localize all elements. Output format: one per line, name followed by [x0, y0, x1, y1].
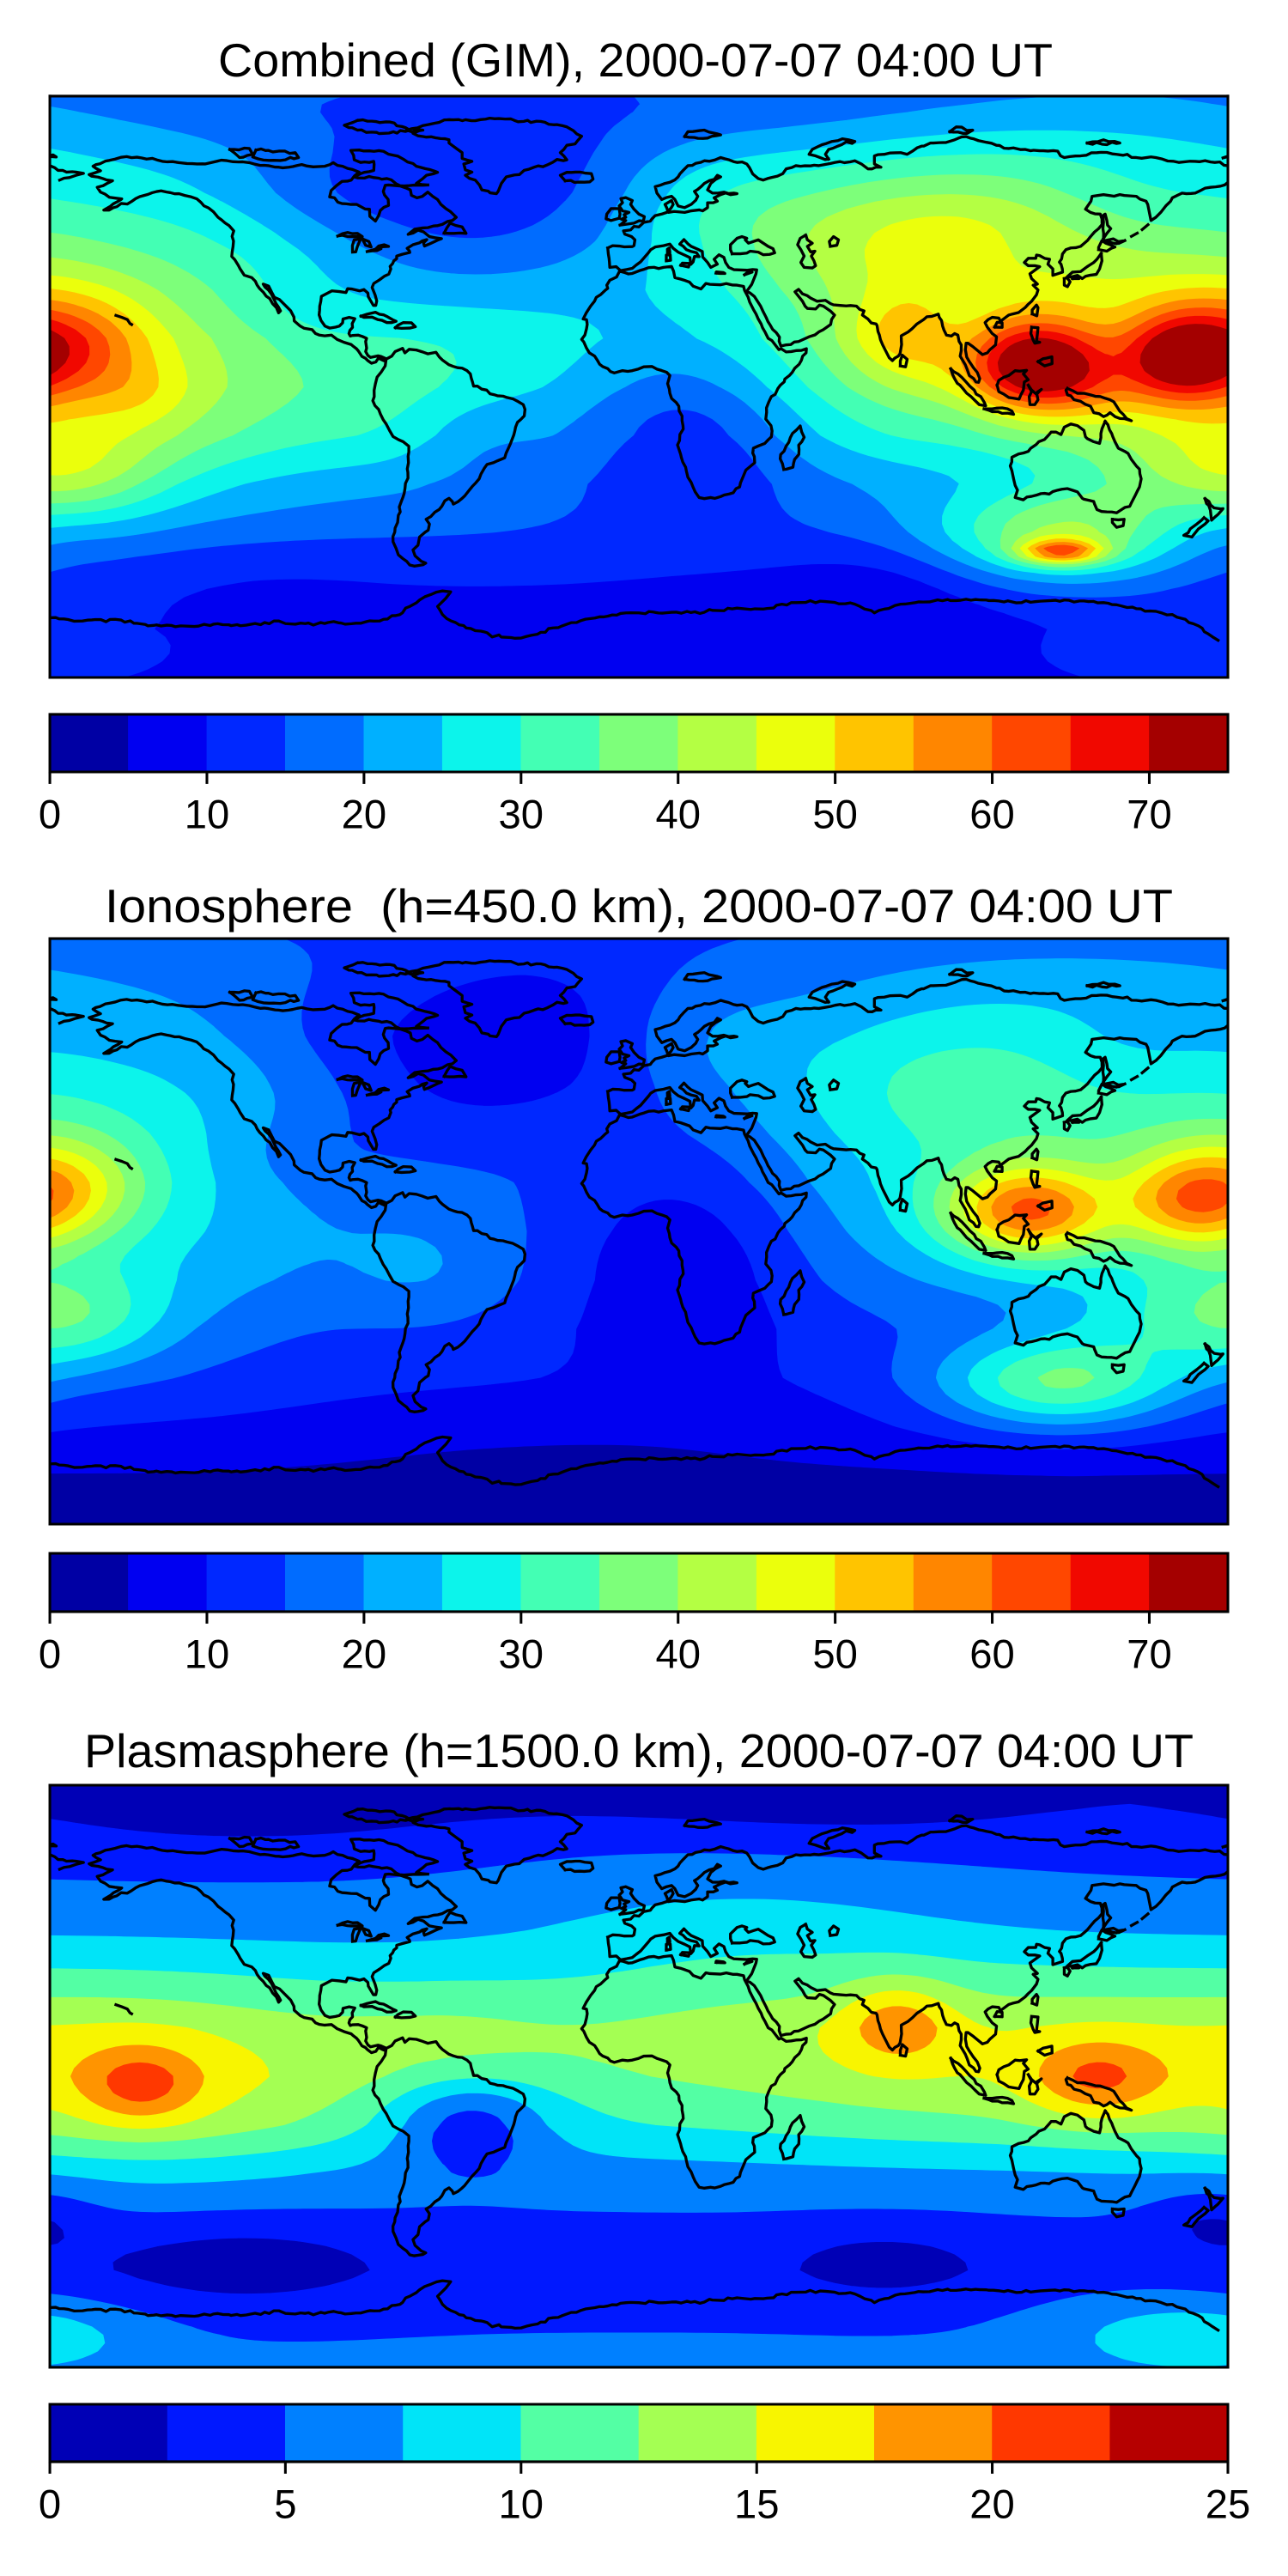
svg-text:25: 25 [1206, 2482, 1251, 2528]
svg-text:40: 40 [655, 1632, 701, 1678]
svg-text:20: 20 [342, 1632, 387, 1678]
svg-text:0: 0 [39, 2482, 61, 2528]
svg-text:5: 5 [274, 2482, 296, 2528]
svg-text:20: 20 [969, 2482, 1015, 2528]
svg-text:30: 30 [499, 1632, 544, 1678]
svg-text:10: 10 [185, 792, 230, 837]
svg-text:10: 10 [499, 2482, 544, 2528]
svg-text:10: 10 [185, 1632, 230, 1678]
svg-text:20: 20 [342, 792, 387, 837]
svg-text:0: 0 [39, 1632, 61, 1678]
svg-text:60: 60 [969, 1632, 1015, 1678]
svg-text:50: 50 [812, 1632, 858, 1678]
svg-text:Plasmasphere (h=1500.0 km), 20: Plasmasphere (h=1500.0 km), 2000-07-07 0… [84, 1725, 1194, 1777]
svg-text:0: 0 [39, 792, 61, 837]
svg-text:15: 15 [734, 2482, 780, 2528]
svg-text:Ionosphere (h=450.0 km), 2000: Ionosphere (h=450.0 km), 2000-07-07 04:0… [105, 880, 1173, 933]
svg-text:50: 50 [812, 792, 858, 837]
svg-text:40: 40 [655, 792, 701, 837]
svg-text:70: 70 [1127, 792, 1172, 837]
svg-text:70: 70 [1127, 1632, 1172, 1678]
svg-text:30: 30 [499, 792, 544, 837]
svg-text:Combined (GIM), 2000-07-07 04:: Combined (GIM), 2000-07-07 04:00 UT [218, 34, 1053, 87]
svg-text:60: 60 [969, 792, 1015, 837]
